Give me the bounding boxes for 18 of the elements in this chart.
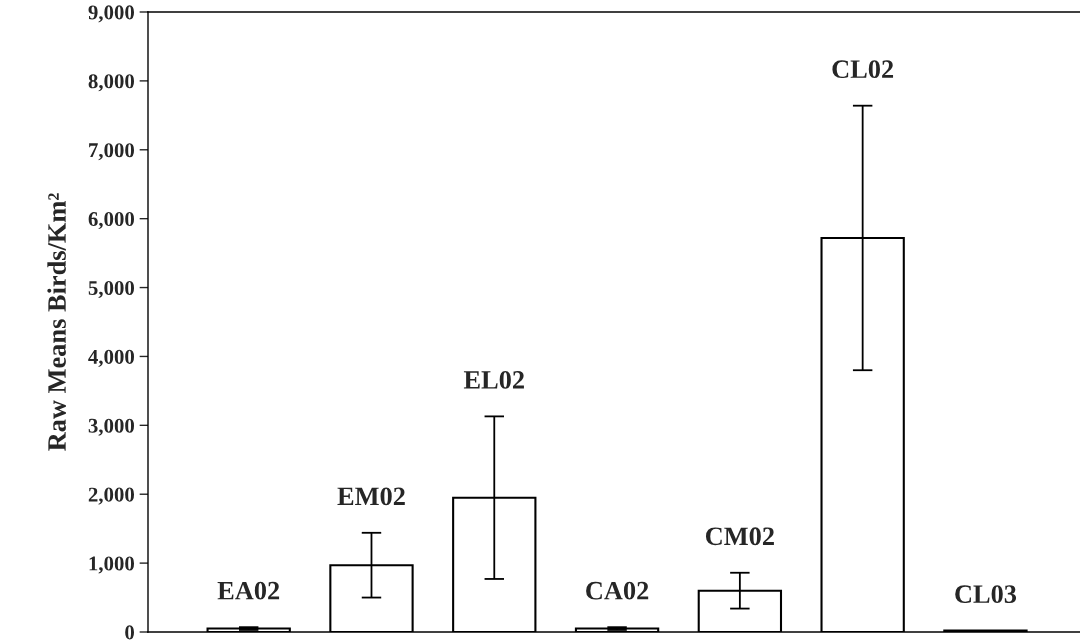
x-tick-label: EL02 bbox=[463, 370, 524, 389]
y-tick-label: 9,000 bbox=[88, 5, 135, 23]
x-tick-label: EA02 bbox=[217, 581, 280, 600]
y-tick-label: 2,000 bbox=[88, 487, 135, 505]
x-tick-label: CA02 bbox=[586, 581, 649, 600]
y-tick-label: 1,000 bbox=[89, 556, 135, 574]
x-tick-label: CM02 bbox=[705, 527, 774, 546]
y-tick-label: 6,000 bbox=[88, 212, 135, 230]
y-tick-label: 8,000 bbox=[88, 74, 135, 92]
x-tick-label: EM02 bbox=[337, 487, 405, 506]
x-tick-label: CL03 bbox=[955, 585, 1017, 604]
y-tick-label: 4,000 bbox=[88, 349, 135, 367]
y-tick-label: 0 bbox=[125, 625, 135, 640]
y-tick-label: 3,000 bbox=[88, 418, 135, 436]
x-tick-label: CL02 bbox=[832, 60, 894, 79]
y-axis-title: Raw Means Birds/Km² bbox=[47, 193, 66, 451]
y-tick-label: 5,000 bbox=[88, 280, 135, 299]
y-tick-label: 7,000 bbox=[89, 143, 135, 161]
